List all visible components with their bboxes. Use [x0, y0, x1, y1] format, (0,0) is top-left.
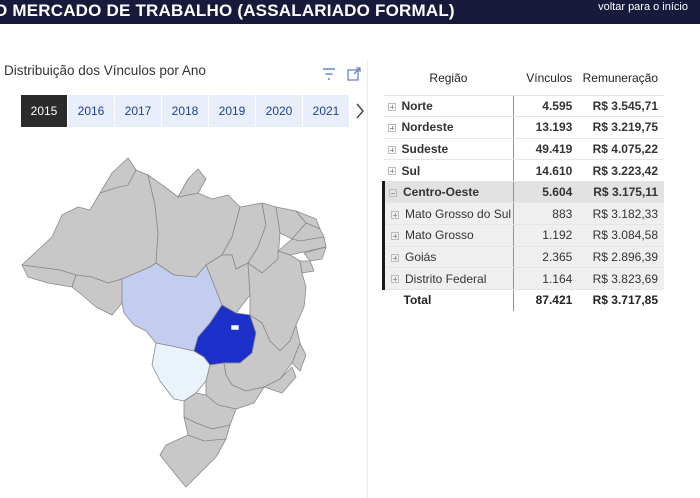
- region-name: Sudeste: [401, 141, 449, 156]
- chevron-right-icon: [356, 103, 364, 119]
- vinculos-cell: 14.610: [512, 159, 579, 182]
- vinculos-cell: 13.193: [512, 116, 579, 139]
- remuneracao-cell: R$ 3.175,11: [578, 181, 664, 204]
- table-header-row: Região Vínculos Remuneração: [383, 62, 664, 96]
- table-row[interactable]: Distrito Federal 1.164 R$ 3.823,69: [382, 267, 664, 290]
- filter-icon[interactable]: [322, 68, 336, 80]
- map-state-amapa[interactable]: [177, 168, 207, 198]
- vinculos-cell: 49.419: [512, 138, 579, 161]
- year-tab-2017[interactable]: 2017: [115, 95, 162, 127]
- year-tab-2015[interactable]: 2015: [21, 95, 68, 127]
- map-state-espirito-santo[interactable]: [291, 342, 307, 372]
- table-row-selected[interactable]: Centro-Oeste 5.604 R$ 3.175,11: [382, 181, 664, 204]
- table-row[interactable]: Norte 4.595 R$ 3.545,71: [383, 95, 664, 118]
- expand-icon[interactable]: [391, 253, 399, 262]
- map-state-rio-de-janeiro[interactable]: [263, 366, 297, 394]
- region-name: Norte: [401, 98, 433, 113]
- table-row[interactable]: Sul 14.610 R$ 3.223,42: [383, 159, 664, 182]
- collapse-icon[interactable]: [389, 189, 397, 197]
- remuneracao-cell: R$ 3.182,33: [578, 202, 664, 226]
- remuneracao-cell: R$ 3.823,69: [578, 267, 664, 290]
- year-tab-2016[interactable]: 2016: [68, 95, 115, 127]
- remuneracao-cell: R$ 3.223,42: [578, 159, 664, 182]
- focus-mode-icon[interactable]: [347, 67, 361, 81]
- back-to-start-link[interactable]: voltar para o início: [598, 1, 688, 13]
- state-name: Distrito Federal: [405, 271, 487, 286]
- vinculos-cell: 2.365: [512, 246, 579, 269]
- map-state-mato-grosso-do-sul[interactable]: [151, 342, 211, 402]
- page-title: O MERCADO DE TRABALHO (ASSALARIADO FORMA…: [0, 1, 455, 20]
- map-state-roraima[interactable]: [99, 157, 137, 194]
- brazil-map: [21, 157, 327, 488]
- expand-icon[interactable]: [391, 232, 399, 241]
- region-name: Nordeste: [401, 120, 454, 135]
- map-state-alagoas[interactable]: [303, 246, 327, 262]
- region-matrix: Região Vínculos Remuneração Norte 4.595 …: [382, 62, 664, 311]
- table-row[interactable]: Mato Grosso do Sul 883 R$ 3.182,33: [382, 202, 664, 226]
- report-header: O MERCADO DE TRABALHO (ASSALARIADO FORMA…: [0, 0, 700, 24]
- remuneracao-cell: R$ 3.545,71: [578, 95, 664, 118]
- expand-icon[interactable]: [391, 275, 399, 284]
- map-visual-title: Distribuição dos Vínculos por Ano: [4, 63, 206, 78]
- remuneracao-cell: R$ 3.084,58: [578, 224, 664, 247]
- state-name: Mato Grosso do Sul: [405, 206, 512, 221]
- region-name: Sul: [401, 163, 421, 178]
- column-header-regiao[interactable]: Região: [383, 62, 514, 96]
- table-row[interactable]: Nordeste 13.193 R$ 3.219,75: [383, 116, 664, 139]
- expand-icon[interactable]: [391, 210, 399, 219]
- remuneracao-cell: R$ 2.896,39: [578, 246, 664, 269]
- map-state-distrito-federal[interactable]: [230, 324, 240, 331]
- column-header-vinculos[interactable]: Vínculos: [513, 62, 579, 96]
- total-vinculos: 87.421: [512, 289, 579, 311]
- year-next-button[interactable]: [350, 95, 370, 127]
- map-visual: Distribuição dos Vínculos por Ano 2015 2…: [0, 60, 368, 498]
- year-slicer: 2015 2016 2017 2018 2019 2020 2021: [21, 95, 370, 127]
- expand-icon[interactable]: [387, 167, 396, 176]
- expand-icon[interactable]: [387, 145, 396, 154]
- table-total-row: Total 87.421 R$ 3.717,85: [384, 289, 665, 311]
- expand-icon[interactable]: [387, 102, 396, 111]
- vinculos-cell: 5.604: [512, 181, 579, 204]
- year-tab-2018[interactable]: 2018: [162, 95, 209, 127]
- vinculos-cell: 4.595: [512, 95, 579, 118]
- state-name: Mato Grosso: [405, 228, 474, 243]
- vinculos-cell: 883: [512, 202, 579, 226]
- expand-icon[interactable]: [387, 124, 396, 133]
- table-row[interactable]: Mato Grosso 1.192 R$ 3.084,58: [382, 224, 664, 247]
- map-state-amazonas[interactable]: [21, 157, 159, 284]
- total-label: Total: [403, 293, 432, 308]
- remuneracao-cell: R$ 3.219,75: [578, 116, 664, 139]
- vinculos-cell: 1.164: [512, 267, 579, 290]
- table-row[interactable]: Sudeste 49.419 R$ 4.075,22: [383, 138, 664, 161]
- vinculos-cell: 1.192: [512, 224, 579, 247]
- state-name: Goiás: [405, 249, 437, 264]
- total-remuneracao: R$ 3.717,85: [592, 293, 658, 308]
- remuneracao-cell: R$ 4.075,22: [578, 138, 664, 161]
- year-tab-2020[interactable]: 2020: [256, 95, 303, 127]
- table-row[interactable]: Goiás 2.365 R$ 2.896,39: [382, 246, 664, 269]
- region-table: Região Vínculos Remuneração Norte 4.595 …: [382, 62, 664, 311]
- map-state-rio-grande-do-sul[interactable]: [159, 434, 227, 488]
- region-name: Centro-Oeste: [403, 185, 480, 200]
- column-header-remuneracao[interactable]: Remuneração: [578, 62, 664, 96]
- year-tab-2021[interactable]: 2021: [303, 95, 350, 127]
- map-state-rondonia[interactable]: [71, 274, 123, 316]
- year-tab-2019[interactable]: 2019: [209, 95, 256, 127]
